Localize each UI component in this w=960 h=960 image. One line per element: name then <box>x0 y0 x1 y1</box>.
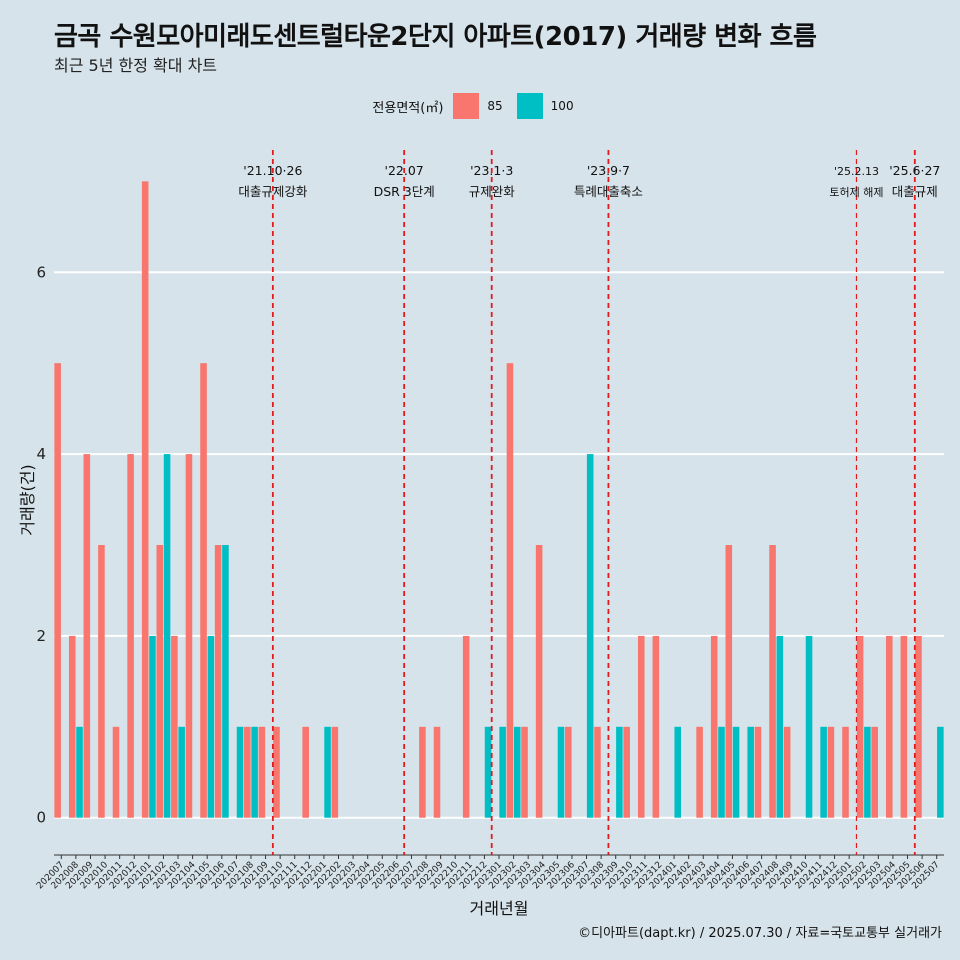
bar-85-202409 <box>783 726 791 818</box>
y-axis-title: 거래량(건) <box>18 464 37 535</box>
bar-85-202405 <box>725 545 733 818</box>
bar-85-202505 <box>900 635 908 818</box>
bar-100-202305 <box>557 726 565 818</box>
bar-85-202112 <box>302 726 309 818</box>
bar-85-202012 <box>127 454 134 818</box>
bar-100-202507 <box>937 726 944 818</box>
y-tick-label: 6 <box>36 263 46 281</box>
bar-85-202308 <box>594 726 601 818</box>
event-desc-label: 대출규제강화 <box>238 184 308 199</box>
bar-85-202306 <box>565 726 572 818</box>
event-date-label: '22.07 <box>385 163 424 178</box>
bar-85-202011 <box>112 726 120 818</box>
bar-85-202506 <box>915 635 922 818</box>
bar-85-202407 <box>754 726 762 818</box>
bar-85-202312 <box>652 635 660 818</box>
bar-100-202410 <box>805 635 813 818</box>
bar-85-202208 <box>419 726 426 818</box>
bar-100-202309 <box>616 726 623 818</box>
legend: 전용면적(㎡) 85 100 <box>0 93 960 119</box>
bar-85-202303 <box>521 726 528 818</box>
event-desc-label: 토허제 해제 <box>829 185 883 199</box>
bar-100-202302 <box>513 726 521 818</box>
bar-85-202311 <box>637 635 645 818</box>
bar-100-202201 <box>324 726 331 818</box>
legend-key-85 <box>453 93 480 119</box>
bar-100-202405 <box>732 726 740 818</box>
bar-85-202102 <box>156 545 164 818</box>
bar-100-202502 <box>864 726 871 818</box>
bar-100-202404 <box>718 726 725 818</box>
event-desc-label: DSR 3단계 <box>374 184 435 199</box>
bar-100-202212 <box>484 726 492 818</box>
bar-85-202110 <box>273 726 280 818</box>
bar-100-202008 <box>76 726 83 818</box>
bar-85-202008 <box>68 635 76 818</box>
y-tick-label: 4 <box>36 445 46 463</box>
bar-85-202211 <box>462 635 470 818</box>
legend-key-100 <box>516 93 543 119</box>
bar-85-202101 <box>141 181 149 818</box>
bar-85-202310 <box>623 726 630 818</box>
bar-85-202202 <box>331 726 339 818</box>
bar-100-202103 <box>178 726 185 818</box>
bar-100-202105 <box>207 635 215 818</box>
bar-85-202403 <box>696 726 703 818</box>
chart-title: 금곡 수원모아미래도센트럴타운2단지 아파트(2017) 거래량 변화 흐름 <box>54 22 817 52</box>
event-date-label: '23.1·3 <box>470 163 513 178</box>
bar-85-202302 <box>506 363 514 818</box>
bar-100-202401 <box>674 726 682 818</box>
bar-85-202304 <box>535 545 543 818</box>
bar-85-202404 <box>710 635 718 818</box>
event-desc-label: 대출규제 <box>892 184 938 199</box>
bar-85-202010 <box>98 545 105 818</box>
bar-85-202106 <box>214 545 222 818</box>
event-date-label: '25.2.13 <box>834 165 879 178</box>
bar-85-202408 <box>769 545 776 818</box>
legend-label-85: 85 <box>487 99 503 113</box>
y-tick-label: 2 <box>36 627 46 645</box>
x-axis-title: 거래년월 <box>470 899 529 918</box>
bar-85-202007 <box>54 363 61 818</box>
legend-label-100: 100 <box>550 99 574 113</box>
bar-100-202106 <box>222 545 229 818</box>
bar-100-202101 <box>149 635 156 818</box>
bar-85-202104 <box>185 454 193 818</box>
bar-100-202406 <box>747 726 754 818</box>
event-date-label: '21.10·26 <box>243 163 302 178</box>
bar-100-202102 <box>163 454 171 818</box>
bar-85-202504 <box>886 635 893 818</box>
bar-100-202408 <box>776 635 784 818</box>
event-desc-label: 규제완화 <box>469 184 516 199</box>
source-caption: ©디아파트(dapt.kr) / 2025.07.30 / 자료=국토교통부 실… <box>578 926 942 941</box>
bar-85-202108 <box>244 726 251 818</box>
chart-subtitle: 최근 5년 한정 확대 차트 <box>54 56 218 75</box>
bar-100-202307 <box>586 454 594 818</box>
event-date-label: '23.9·7 <box>587 163 630 178</box>
bar-85-202501 <box>842 726 849 818</box>
bar-85-202109 <box>258 726 266 818</box>
event-date-label: '25.6·27 <box>889 163 940 178</box>
bar-100-202108 <box>251 726 258 818</box>
bar-85-202105 <box>200 363 207 818</box>
bar-85-202503 <box>871 726 878 818</box>
bar-100-202107 <box>236 726 244 818</box>
bar-85-202502 <box>856 635 864 818</box>
y-tick-label: 0 <box>36 809 46 827</box>
bar-85-202412 <box>827 726 835 818</box>
bar-85-202209 <box>433 726 441 818</box>
event-desc-label: 특례대출축소 <box>574 184 643 199</box>
bar-85-202103 <box>171 635 178 818</box>
bar-100-202301 <box>499 726 506 818</box>
legend-title: 전용면적(㎡) <box>372 100 444 116</box>
bar-100-202411 <box>820 726 827 818</box>
bar-85-202009 <box>83 454 91 818</box>
